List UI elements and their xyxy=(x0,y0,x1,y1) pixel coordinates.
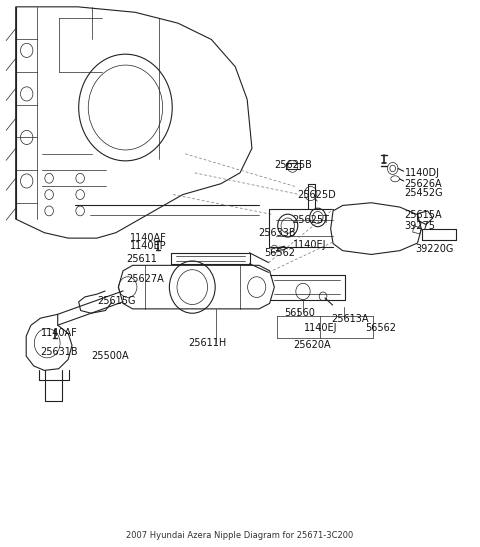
Text: 25631B: 25631B xyxy=(40,347,78,357)
Text: 25452G: 25452G xyxy=(405,188,443,198)
Text: 25611: 25611 xyxy=(126,254,157,264)
Text: 39275: 39275 xyxy=(405,220,436,231)
Text: 39220G: 39220G xyxy=(416,244,454,254)
Text: 56560: 56560 xyxy=(284,307,315,318)
Text: 25625B: 25625B xyxy=(275,160,312,170)
Text: 1140DJ: 1140DJ xyxy=(405,168,440,178)
Text: 25625T: 25625T xyxy=(292,215,329,225)
Text: 1140AF: 1140AF xyxy=(40,328,77,339)
Text: 25500A: 25500A xyxy=(91,351,129,361)
Text: 1140EJ: 1140EJ xyxy=(293,240,327,249)
Text: 25620A: 25620A xyxy=(293,340,331,350)
Text: 1140AF: 1140AF xyxy=(130,233,167,243)
Text: 25615G: 25615G xyxy=(97,296,135,306)
Text: 25633B: 25633B xyxy=(258,228,296,238)
Text: 25625D: 25625D xyxy=(297,190,336,200)
Text: 2007 Hyundai Azera Nipple Diagram for 25671-3C200: 2007 Hyundai Azera Nipple Diagram for 25… xyxy=(126,531,354,540)
Text: 25626A: 25626A xyxy=(405,179,442,189)
Text: 25615A: 25615A xyxy=(405,210,442,220)
Text: 1140EJ: 1140EJ xyxy=(304,323,338,333)
Text: 1140EP: 1140EP xyxy=(130,241,167,251)
Text: 25613A: 25613A xyxy=(332,314,369,324)
Text: 25627A: 25627A xyxy=(126,274,164,284)
Text: 56562: 56562 xyxy=(365,323,396,333)
Text: 25611H: 25611H xyxy=(189,337,227,347)
Text: 56562: 56562 xyxy=(264,248,295,258)
